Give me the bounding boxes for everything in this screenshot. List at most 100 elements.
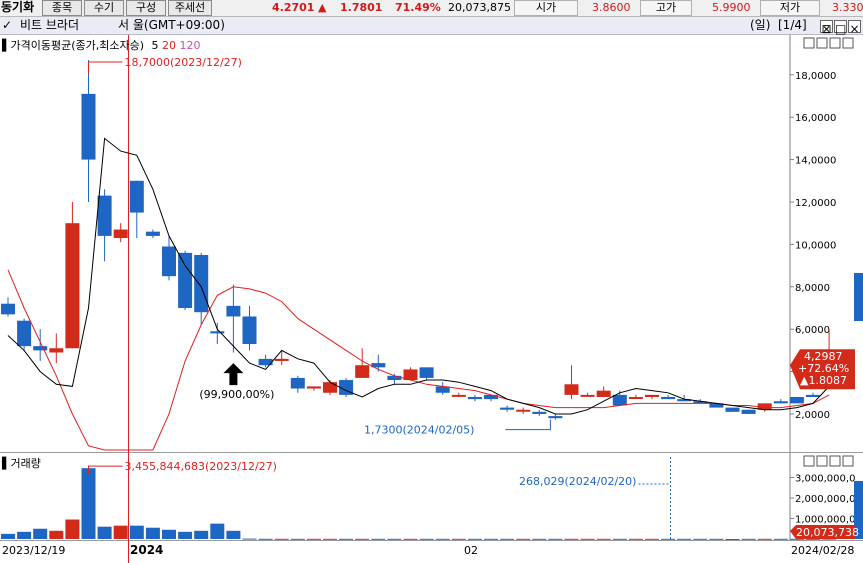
candle-body	[290, 377, 305, 389]
price-tick-label: 2,0000	[795, 410, 830, 421]
candle-body	[773, 401, 788, 404]
restore-icon[interactable]: □	[834, 20, 847, 36]
candle-body	[1, 303, 15, 315]
x-end-label: 2024/02/28	[791, 544, 854, 557]
compose-button[interactable]: 구성	[126, 0, 166, 16]
candle-body	[371, 363, 386, 368]
chart-header: ✓ 비트 브라더 서 울(GMT+09:00) (일) [1/4] ⊠ □ ×	[0, 17, 863, 36]
volume-bar	[290, 538, 305, 540]
volume-bar	[387, 538, 402, 540]
current-price-badge	[790, 349, 855, 390]
candle-body	[677, 399, 692, 402]
quote-toolbar: 동기화 종목 수기 구성 주세선 4.2701 ▲ 1.7801 71.49% …	[0, 0, 863, 17]
volume-high-annotation: 3,455,844,683(2023/12/27)	[125, 460, 277, 473]
candle-body	[274, 358, 289, 361]
settings-icon[interactable]: ⊠	[820, 20, 833, 36]
candle-body	[741, 409, 756, 414]
ma-legend-title: 가격이동평균(종가,최소자승)	[10, 39, 144, 52]
volume-bar	[65, 519, 80, 539]
current-change: ▲1.8087	[800, 374, 847, 387]
candle-body	[484, 394, 498, 400]
toolbar-box2-icon[interactable]	[816, 37, 828, 49]
vol-box2-icon[interactable]	[816, 455, 828, 467]
candle-body	[194, 254, 209, 313]
change-value: 1.7801	[340, 1, 383, 14]
candle-body	[355, 365, 370, 378]
price-legend: ▌가격이동평균(종가,최소자승) 5 20 120	[2, 37, 201, 53]
candle-body	[33, 346, 48, 351]
volume-value: 20,073,875	[448, 1, 511, 14]
candle-body	[451, 394, 466, 397]
vol-box3-icon[interactable]	[829, 455, 841, 467]
candle-body	[65, 223, 80, 349]
price-chart[interactable]: 18,0000 16,0000 14,0000 12,0000 10,0000 8,000…	[0, 35, 863, 453]
stock-button[interactable]: 종목	[42, 0, 82, 16]
low-value: 3.330	[832, 1, 863, 14]
candle-body	[145, 231, 160, 236]
price-tick-label: 8,0000	[795, 283, 830, 294]
low-label: 저가	[760, 0, 820, 16]
close-icon[interactable]: ×	[848, 20, 861, 36]
candle-body	[516, 409, 531, 412]
volume-bar	[661, 538, 676, 540]
candle-body	[306, 386, 321, 389]
candle-body	[162, 246, 176, 277]
candle-body	[628, 397, 643, 400]
candle-body	[725, 407, 740, 412]
volume-tick-label: 1,000,000,0	[795, 515, 855, 526]
volume-bar	[596, 538, 611, 540]
vol-box4-icon[interactable]	[842, 455, 854, 467]
x-start-label: 2023/12/19	[2, 544, 65, 557]
candle-body	[97, 195, 112, 236]
volume-high-arrow	[88, 465, 123, 475]
volume-bar	[773, 538, 788, 540]
ma120-legend: 120	[179, 39, 201, 52]
volume-bar	[709, 538, 724, 540]
volume-legend: ▌거래량	[2, 455, 41, 471]
current-price: 4,2987	[804, 350, 843, 363]
candle-body	[339, 380, 354, 395]
candle-body	[435, 386, 450, 393]
manual-button[interactable]: 수기	[84, 0, 124, 16]
page-indicator[interactable]: [1/4]	[778, 18, 807, 32]
volume-bar	[226, 530, 241, 539]
candle-body	[113, 229, 128, 239]
volume-bar	[97, 526, 112, 539]
current-volume: 20,073,738	[796, 526, 859, 539]
volume-bar	[1, 533, 15, 539]
volume-bar	[194, 530, 209, 539]
volume-bar	[323, 538, 337, 540]
volume-chart[interactable]: 3,000,000,0 2,000,000,0 1,000,000,0 3,455,8…	[0, 453, 863, 541]
high-label: 고가	[640, 0, 692, 16]
period-label[interactable]: (일)	[750, 18, 771, 32]
volume-bar	[258, 538, 273, 540]
candle-body	[532, 411, 547, 414]
vol-box1-icon[interactable]	[803, 455, 815, 467]
volume-bar	[500, 538, 515, 540]
toolbar-box4-icon[interactable]	[842, 37, 854, 49]
change-percent: 71.49%	[395, 1, 441, 14]
price-tick-label: 16,0000	[795, 113, 836, 124]
change-arrow-icon: ▲	[318, 1, 327, 14]
toolbar-box1-icon[interactable]	[803, 37, 815, 49]
candle-body	[789, 397, 804, 404]
check-icon[interactable]: ✓	[2, 18, 13, 32]
low-annotation: 1,7300(2024/02/05)	[364, 424, 474, 437]
candle-body	[645, 394, 659, 398]
indicator-button[interactable]: 주세선	[168, 0, 212, 16]
timezone-label: 서 울(GMT+09:00)	[118, 18, 225, 32]
volume-bar	[178, 531, 193, 539]
x-year-label: 2024	[130, 543, 163, 557]
volume-legend-icon: ▌	[2, 457, 11, 470]
volume-bar	[822, 538, 837, 540]
sync-label[interactable]: 동기화	[1, 0, 35, 14]
volume-bar	[451, 538, 466, 540]
volume-bar	[645, 538, 659, 540]
volume-bar	[677, 538, 692, 540]
volume-bar	[113, 525, 128, 539]
candle-body	[596, 390, 611, 398]
candle-body	[129, 180, 144, 213]
toolbar-box3-icon[interactable]	[829, 37, 841, 49]
candle-body	[387, 375, 402, 381]
candle-body	[81, 93, 96, 160]
